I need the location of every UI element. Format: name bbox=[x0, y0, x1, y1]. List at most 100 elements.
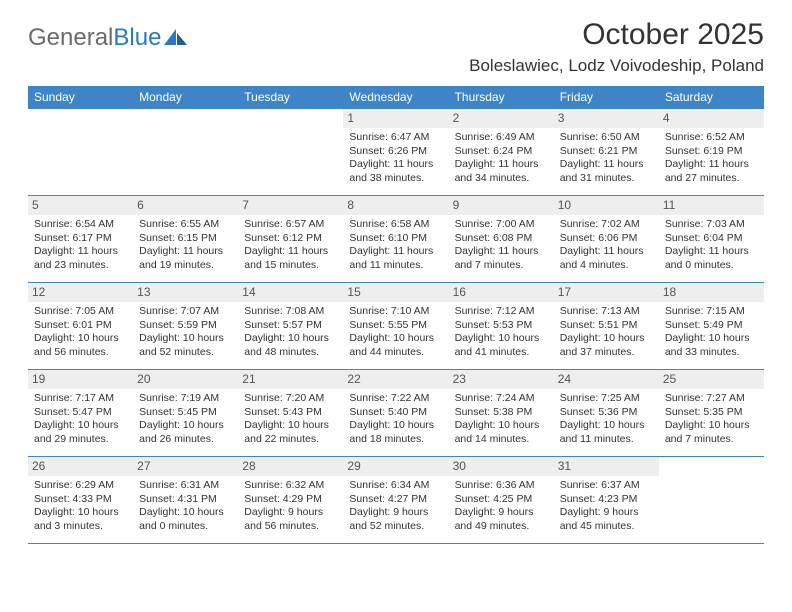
day-cell: 13Sunrise: 7:07 AMSunset: 5:59 PMDayligh… bbox=[133, 283, 238, 369]
day-number: 5 bbox=[28, 196, 133, 215]
day-cell: 20Sunrise: 7:19 AMSunset: 5:45 PMDayligh… bbox=[133, 370, 238, 456]
day-sunrise: Sunrise: 7:15 AM bbox=[665, 305, 758, 318]
day-sunset: Sunset: 5:51 PM bbox=[560, 319, 653, 332]
day-sunset: Sunset: 6:08 PM bbox=[455, 232, 548, 245]
calendar: Sunday Monday Tuesday Wednesday Thursday… bbox=[28, 86, 764, 544]
day-cell: 29 Sunrise: 6:34 AMSunset: 4:27 PMDayligh… bbox=[343, 457, 448, 543]
day-number: 24 bbox=[554, 370, 659, 389]
day-day2: and 49 minutes. bbox=[455, 520, 548, 533]
day-sunset: Sunset: 5:47 PM bbox=[34, 406, 127, 419]
day-day1: Daylight: 11 hours bbox=[455, 245, 548, 258]
day-day1: Daylight: 11 hours bbox=[665, 158, 758, 171]
day-day2: and 37 minutes. bbox=[560, 346, 653, 359]
day-cell: 9Sunrise: 7:00 AMSunset: 6:08 PMDaylight… bbox=[449, 196, 554, 282]
day-number: 16 bbox=[449, 283, 554, 302]
day-cell: 15Sunrise: 7:10 AMSunset: 5:55 PMDayligh… bbox=[343, 283, 448, 369]
day-day1: Daylight: 9 hours bbox=[455, 506, 548, 519]
weekday-sat: Saturday bbox=[659, 86, 764, 109]
day-day1: Daylight: 11 hours bbox=[244, 245, 337, 258]
day-day1: Daylight: 10 hours bbox=[34, 332, 127, 345]
day-number: 31 bbox=[554, 457, 659, 476]
day-sunrise: Sunrise: 6:49 AM bbox=[455, 131, 548, 144]
day-number: 30 bbox=[449, 457, 554, 476]
day-day1: Daylight: 10 hours bbox=[349, 332, 442, 345]
day-day1: Daylight: 10 hours bbox=[560, 419, 653, 432]
day-sunrise: Sunrise: 7:08 AM bbox=[244, 305, 337, 318]
day-sunrise: Sunrise: 7:00 AM bbox=[455, 218, 548, 231]
day-cell: 12Sunrise: 7:05 AMSunset: 6:01 PMDayligh… bbox=[28, 283, 133, 369]
day-number: 14 bbox=[238, 283, 343, 302]
day-sunrise: Sunrise: 6:54 AM bbox=[34, 218, 127, 231]
day-day2: and 41 minutes. bbox=[455, 346, 548, 359]
page: GeneralBlue October 2025 Boleslawiec, Lo… bbox=[0, 0, 792, 544]
day-sunset: Sunset: 6:24 PM bbox=[455, 145, 548, 158]
day-cell: 26Sunrise: 6:29 AMSunset: 4:33 PMDayligh… bbox=[28, 457, 133, 543]
day-sunset: Sunset: 5:43 PM bbox=[244, 406, 337, 419]
day-sunrise: Sunrise: 6:50 AM bbox=[560, 131, 653, 144]
day-cell: 10Sunrise: 7:02 AMSunset: 6:06 PMDayligh… bbox=[554, 196, 659, 282]
day-day1: Daylight: 10 hours bbox=[139, 506, 232, 519]
day-cell: 3Sunrise: 6:50 AMSunset: 6:21 PMDaylight… bbox=[554, 109, 659, 195]
day-sunset: Sunset: 6:04 PM bbox=[665, 232, 758, 245]
day-day2: and 27 minutes. bbox=[665, 172, 758, 185]
weekday-mon: Monday bbox=[133, 86, 238, 109]
day-day1: Daylight: 10 hours bbox=[244, 419, 337, 432]
day-number: 2 bbox=[449, 109, 554, 128]
day-cell: 25Sunrise: 7:27 AMSunset: 5:35 PMDayligh… bbox=[659, 370, 764, 456]
day-number: 20 bbox=[133, 370, 238, 389]
weekday-wed: Wednesday bbox=[343, 86, 448, 109]
day-sunset: Sunset: 5:49 PM bbox=[665, 319, 758, 332]
day-day1: Daylight: 11 hours bbox=[34, 245, 127, 258]
day-sunset: Sunset: 5:35 PM bbox=[665, 406, 758, 419]
day-cell bbox=[238, 109, 343, 195]
day-day1: Daylight: 10 hours bbox=[665, 419, 758, 432]
day-cell: 11Sunrise: 7:03 AMSunset: 6:04 PMDayligh… bbox=[659, 196, 764, 282]
day-day2: and 56 minutes. bbox=[34, 346, 127, 359]
day-day2: and 7 minutes. bbox=[455, 259, 548, 272]
day-day2: and 22 minutes. bbox=[244, 433, 337, 446]
day-day2: and 31 minutes. bbox=[560, 172, 653, 185]
day-sunset: Sunset: 6:06 PM bbox=[560, 232, 653, 245]
week-row: 19Sunrise: 7:17 AMSunset: 5:47 PMDayligh… bbox=[28, 370, 764, 457]
day-day2: and 3 minutes. bbox=[34, 520, 127, 533]
day-number: 19 bbox=[28, 370, 133, 389]
day-cell: 1Sunrise: 6:47 AMSunset: 6:26 PMDaylight… bbox=[343, 109, 448, 195]
day-day1: Daylight: 10 hours bbox=[349, 419, 442, 432]
day-number: 1 bbox=[343, 109, 448, 128]
day-day2: and 38 minutes. bbox=[349, 172, 442, 185]
logo: GeneralBlue bbox=[28, 18, 189, 52]
day-number: 7 bbox=[238, 196, 343, 215]
day-sunrise: Sunrise: 7:10 AM bbox=[349, 305, 442, 318]
day-cell: 30Sunrise: 6:36 AMSunset: 4:25 PMDayligh… bbox=[449, 457, 554, 543]
month-title: October 2025 bbox=[469, 18, 764, 52]
day-sunset: Sunset: 5:53 PM bbox=[455, 319, 548, 332]
day-cell: 14Sunrise: 7:08 AMSunset: 5:57 PMDayligh… bbox=[238, 283, 343, 369]
day-day1: Daylight: 9 hours bbox=[349, 506, 442, 519]
day-sunset: Sunset: 5:55 PM bbox=[349, 319, 442, 332]
day-day1: Daylight: 10 hours bbox=[665, 332, 758, 345]
day-sunrise: Sunrise: 6:34 AM bbox=[349, 479, 442, 492]
day-cell: 17Sunrise: 7:13 AMSunset: 5:51 PMDayligh… bbox=[554, 283, 659, 369]
week-row: 5Sunrise: 6:54 AMSunset: 6:17 PMDaylight… bbox=[28, 196, 764, 283]
day-cell: 2Sunrise: 6:49 AMSunset: 6:24 PMDaylight… bbox=[449, 109, 554, 195]
day-number: 29 bbox=[343, 457, 448, 476]
day-sunrise: Sunrise: 6:32 AM bbox=[244, 479, 337, 492]
week-row: 26Sunrise: 6:29 AMSunset: 4:33 PMDayligh… bbox=[28, 457, 764, 544]
day-sunset: Sunset: 6:19 PM bbox=[665, 145, 758, 158]
day-cell: 21Sunrise: 7:20 AMSunset: 5:43 PMDayligh… bbox=[238, 370, 343, 456]
day-day1: Daylight: 11 hours bbox=[349, 245, 442, 258]
day-sunset: Sunset: 5:40 PM bbox=[349, 406, 442, 419]
day-sunset: Sunset: 6:12 PM bbox=[244, 232, 337, 245]
day-sunrise: Sunrise: 7:27 AM bbox=[665, 392, 758, 405]
day-number: 12 bbox=[28, 283, 133, 302]
day-cell: 19Sunrise: 7:17 AMSunset: 5:47 PMDayligh… bbox=[28, 370, 133, 456]
week-row: 12Sunrise: 7:05 AMSunset: 6:01 PMDayligh… bbox=[28, 283, 764, 370]
day-sunrise: Sunrise: 7:20 AM bbox=[244, 392, 337, 405]
day-sunset: Sunset: 4:29 PM bbox=[244, 493, 337, 506]
day-day2: and 44 minutes. bbox=[349, 346, 442, 359]
day-day2: and 23 minutes. bbox=[34, 259, 127, 272]
day-day1: Daylight: 10 hours bbox=[244, 332, 337, 345]
day-day1: Daylight: 10 hours bbox=[455, 332, 548, 345]
day-day2: and 11 minutes. bbox=[349, 259, 442, 272]
day-sunset: Sunset: 4:27 PM bbox=[349, 493, 442, 506]
